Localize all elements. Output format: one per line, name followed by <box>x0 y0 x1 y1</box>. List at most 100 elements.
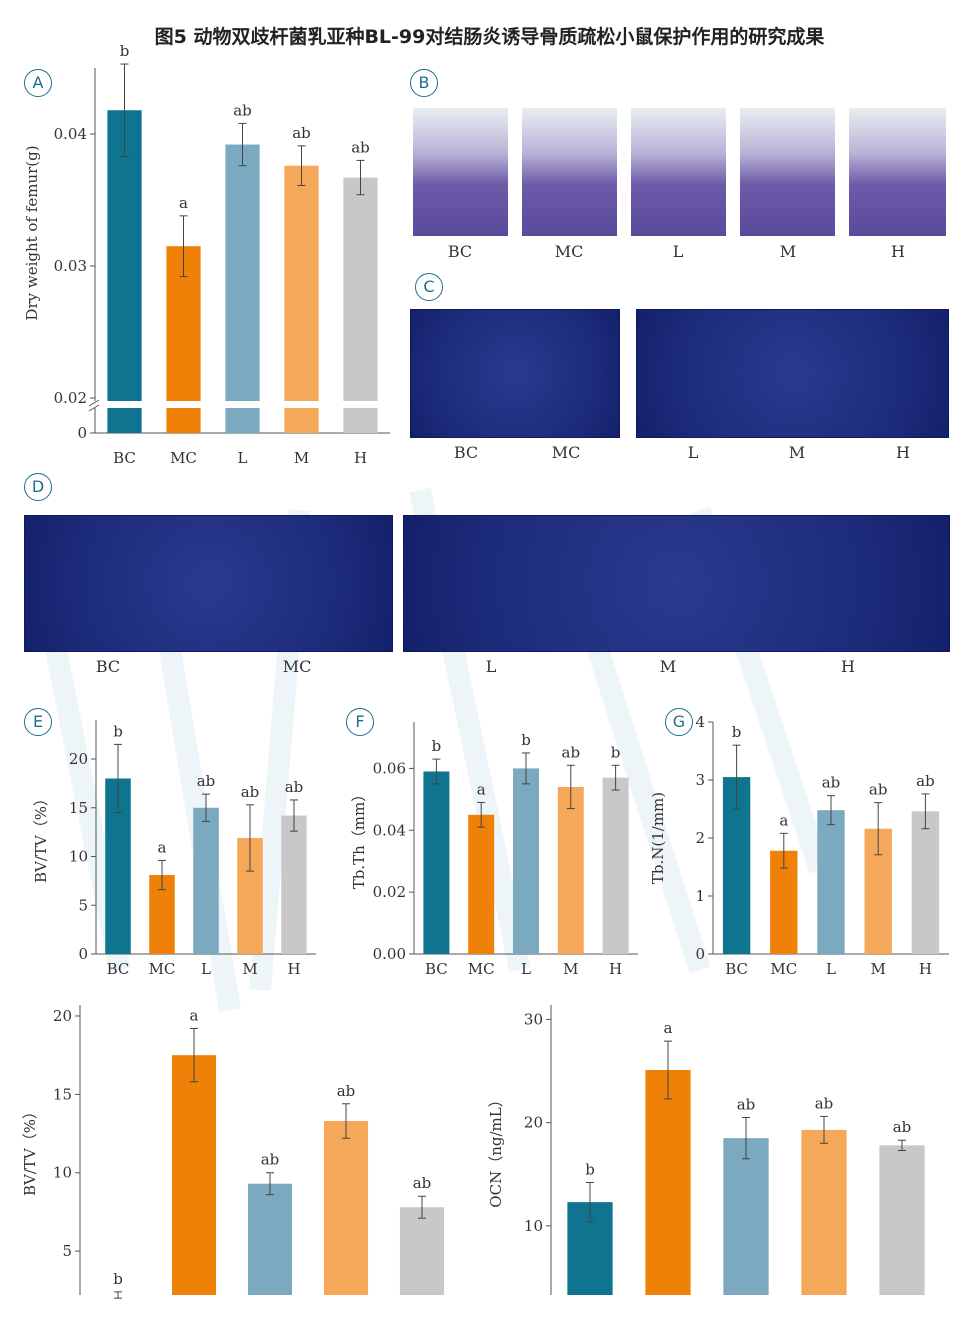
histology-label-bc: BC <box>447 242 473 261</box>
x-tick-label-a-mc: MC <box>170 449 197 467</box>
x-tick-label-g-l: L <box>826 960 836 978</box>
microct-longitudinal-label-l: L <box>687 443 699 462</box>
x-tick-label-e-h: H <box>287 960 300 978</box>
significance-label-g-mc: a <box>779 811 788 829</box>
y-axis-label-a: Dry weight of femur(g) <box>23 145 41 320</box>
panel-label-c: C <box>415 273 443 301</box>
y-tick-label-h2: 10 <box>524 1217 543 1235</box>
microct-longitudinal-label-m: M <box>788 443 806 462</box>
significance-label-h2-bc: b <box>585 1161 595 1179</box>
significance-label-f-bc: b <box>432 737 442 755</box>
x-tick-label-e-l: L <box>201 960 211 978</box>
histology-label-mc: MC <box>554 242 584 261</box>
y-tick-label-a: 0.02 <box>54 389 87 407</box>
bar-f-l <box>513 768 539 954</box>
y-tick-label-e: 0 <box>78 945 88 963</box>
microct-cross-label-mc: MC <box>282 657 312 676</box>
bar-g-l <box>817 810 845 954</box>
significance-label-f-m: ab <box>562 743 581 761</box>
significance-label-h1-m: ab <box>337 1082 356 1100</box>
y-tick-label-f: 0.00 <box>373 945 406 963</box>
figure-title: 图5 动物双歧杆菌乳亚种BL-99对结肠炎诱导骨质疏松小鼠保护作用的研究成果 <box>154 26 825 48</box>
y-tick-label-g: 4 <box>695 713 705 731</box>
bar-h2-mc <box>645 1070 691 1295</box>
panel-label-g: G <box>665 708 693 736</box>
y-axis-label-f: Tb.Th（mm） <box>350 787 368 890</box>
significance-label-f-h: b <box>611 743 621 761</box>
panel-label-e: E <box>24 708 52 736</box>
x-tick-label-a-l: L <box>238 449 248 467</box>
y-tick-label-zero-a: 0 <box>77 424 87 442</box>
bar-h2-m <box>801 1129 847 1295</box>
significance-label-h2-l: ab <box>737 1095 756 1113</box>
y-tick-label-h1: 5 <box>62 1242 72 1260</box>
x-tick-label-f-mc: MC <box>468 960 495 978</box>
x-tick-label-g-m: M <box>871 960 886 978</box>
panel-label-d: D <box>24 473 52 501</box>
y-axis-label-h1: BV/TV（%） <box>21 1104 39 1196</box>
significance-label-f-l: b <box>521 731 531 749</box>
significance-label-e-h: ab <box>285 778 304 796</box>
y-tick-label-a: 0.03 <box>54 257 87 275</box>
bar-a-bc <box>107 110 142 434</box>
x-tick-label-f-h: H <box>609 960 622 978</box>
x-tick-label-a-h: H <box>354 449 367 467</box>
significance-label-h2-m: ab <box>815 1094 834 1112</box>
significance-label-h1-h: ab <box>413 1174 432 1192</box>
bar-h2-h <box>879 1145 925 1295</box>
significance-label-h2-h: ab <box>893 1118 912 1136</box>
microct-cross-label-bc: BC <box>95 657 121 676</box>
significance-label-e-l: ab <box>197 772 216 790</box>
significance-label-e-bc: b <box>113 722 123 740</box>
histology-label-m: M <box>779 242 797 261</box>
y-axis-label-h2: OCN（ng/mL） <box>487 1092 505 1207</box>
x-tick-label-f-l: L <box>521 960 531 978</box>
microct-longitudinal-image-bc-mc <box>410 309 620 438</box>
bar-f-m <box>557 786 584 954</box>
y-tick-label-e: 5 <box>78 896 88 914</box>
y-tick-label-g: 1 <box>695 887 705 905</box>
y-axis-label-g: Tb.N(1/mm) <box>649 792 667 884</box>
bar-e-l <box>193 807 219 954</box>
x-tick-label-a-m: M <box>294 449 309 467</box>
y-tick-label-h1: 15 <box>53 1085 72 1103</box>
y-tick-label-f: 0.06 <box>373 759 406 777</box>
x-tick-label-f-bc: BC <box>425 960 448 978</box>
significance-label-h1-l: ab <box>261 1151 280 1169</box>
significance-label-a-bc: b <box>120 42 130 60</box>
x-tick-label-f-m: M <box>563 960 578 978</box>
significance-label-g-m: ab <box>869 781 888 799</box>
microct-longitudinal-image-l-m-h <box>636 309 949 438</box>
microct-cross-section-image-bc-mc <box>24 515 393 652</box>
microct-cross-label-h: H <box>841 657 855 676</box>
significance-label-e-m: ab <box>241 783 260 801</box>
bar-h2-l <box>723 1138 769 1295</box>
y-tick-label-g: 2 <box>695 829 705 847</box>
significance-label-g-bc: b <box>732 723 742 741</box>
significance-label-h1-bc: b <box>113 1270 123 1288</box>
panel-label-a: A <box>24 69 52 97</box>
x-tick-label-g-h: H <box>919 960 932 978</box>
significance-label-h1-mc: a <box>190 1007 199 1025</box>
x-tick-label-g-bc: BC <box>725 960 748 978</box>
y-tick-label-h1: 20 <box>53 1007 72 1025</box>
y-tick-label-h1: 10 <box>53 1164 72 1182</box>
y-tick-label-e: 20 <box>69 750 88 768</box>
microct-cross-label-l: L <box>485 657 497 676</box>
bar-f-h <box>602 777 629 954</box>
significance-label-e-mc: a <box>158 838 167 856</box>
bar-h1-h <box>399 1207 445 1295</box>
histology-image-mc <box>522 108 617 236</box>
significance-label-a-mc: a <box>179 194 188 212</box>
bar-f-bc <box>423 771 450 954</box>
y-tick-label-h2: 30 <box>524 1010 543 1028</box>
microct-longitudinal-label-h: H <box>896 443 910 462</box>
axis-break-mark-a <box>88 404 100 412</box>
microct-longitudinal-label-bc: BC <box>453 443 479 462</box>
